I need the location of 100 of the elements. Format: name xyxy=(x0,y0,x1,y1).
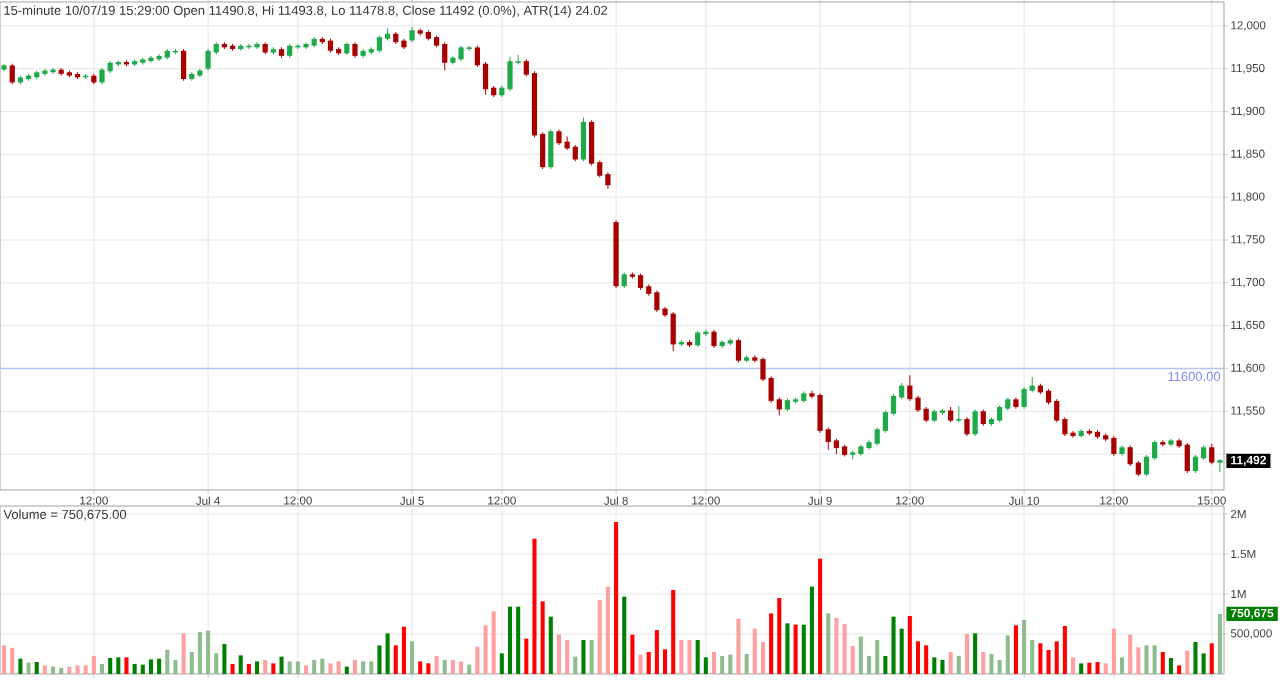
bar xyxy=(809,586,814,674)
bar xyxy=(728,654,733,674)
bar xyxy=(826,613,831,674)
bar xyxy=(744,654,749,674)
bar xyxy=(287,661,292,674)
bar xyxy=(573,656,578,674)
bar xyxy=(132,664,137,674)
bar xyxy=(1168,658,1173,674)
candlestick xyxy=(972,409,978,437)
bar xyxy=(385,633,390,674)
bar xyxy=(181,633,186,674)
bar xyxy=(1144,645,1149,674)
bar xyxy=(1185,650,1190,674)
bar xyxy=(279,656,284,674)
bar xyxy=(42,665,47,674)
bar xyxy=(1030,640,1035,674)
bar xyxy=(956,656,961,674)
bar xyxy=(875,640,880,674)
bar xyxy=(1209,643,1214,674)
bar xyxy=(597,600,602,674)
bar xyxy=(91,656,96,674)
bar xyxy=(51,666,56,674)
bar xyxy=(426,663,431,674)
bar xyxy=(157,658,162,674)
bar xyxy=(75,665,80,674)
candlestick xyxy=(1127,444,1133,467)
bar xyxy=(507,606,513,674)
bar xyxy=(891,616,896,674)
bar xyxy=(393,645,398,674)
bar xyxy=(410,641,415,674)
bar xyxy=(1201,653,1206,674)
bar xyxy=(34,662,39,674)
bar xyxy=(516,606,521,674)
bar xyxy=(720,656,725,674)
bar xyxy=(1038,643,1043,674)
bar xyxy=(165,650,170,674)
bar xyxy=(679,640,684,674)
bar xyxy=(59,668,64,674)
bar xyxy=(769,613,774,674)
bar xyxy=(369,661,374,674)
bar xyxy=(630,634,635,674)
bar xyxy=(26,662,31,674)
bar xyxy=(1193,642,1198,674)
bar xyxy=(361,661,366,674)
bar xyxy=(940,660,945,674)
bar xyxy=(711,652,717,674)
bar xyxy=(915,641,921,674)
bar xyxy=(1046,650,1051,674)
bar xyxy=(312,660,317,674)
bar xyxy=(663,649,668,674)
candlestick xyxy=(1184,442,1190,474)
bar xyxy=(1079,663,1084,674)
bar xyxy=(981,652,986,674)
bar xyxy=(801,624,806,674)
bar xyxy=(1062,626,1067,674)
candlestick xyxy=(507,56,513,92)
bar xyxy=(1111,628,1116,674)
bar xyxy=(197,632,202,674)
bar xyxy=(899,628,904,674)
bar xyxy=(907,616,912,674)
bar xyxy=(18,658,23,674)
bar xyxy=(883,656,888,674)
bar xyxy=(10,648,15,674)
bar xyxy=(540,601,545,674)
bar xyxy=(401,626,406,674)
bar xyxy=(752,628,757,674)
candlestick xyxy=(1111,435,1117,457)
bar xyxy=(336,661,341,674)
bar xyxy=(418,661,423,674)
candlestick xyxy=(654,290,660,313)
bar xyxy=(622,596,627,674)
bar xyxy=(818,558,823,674)
candlestick xyxy=(964,416,970,437)
bar xyxy=(736,618,741,674)
bar xyxy=(1071,657,1076,674)
bar xyxy=(246,664,251,674)
bar xyxy=(124,657,129,674)
bar xyxy=(263,660,268,674)
bar xyxy=(777,598,782,674)
bar xyxy=(140,664,145,674)
bar xyxy=(548,616,553,674)
bar xyxy=(1160,652,1165,674)
bar xyxy=(614,522,619,674)
bar xyxy=(83,665,88,674)
bar xyxy=(328,663,333,674)
bar xyxy=(230,664,235,674)
bar xyxy=(467,664,472,674)
candlestick xyxy=(1209,443,1215,465)
bar xyxy=(524,638,529,674)
candlestick xyxy=(1021,386,1027,410)
bar xyxy=(989,654,994,674)
bar xyxy=(206,630,211,674)
bar xyxy=(108,658,113,674)
bar xyxy=(565,640,570,674)
bar xyxy=(964,634,970,674)
bar xyxy=(1022,620,1027,674)
bar xyxy=(1152,645,1157,674)
bar xyxy=(352,660,358,674)
bar xyxy=(499,653,504,674)
bar xyxy=(214,653,219,674)
